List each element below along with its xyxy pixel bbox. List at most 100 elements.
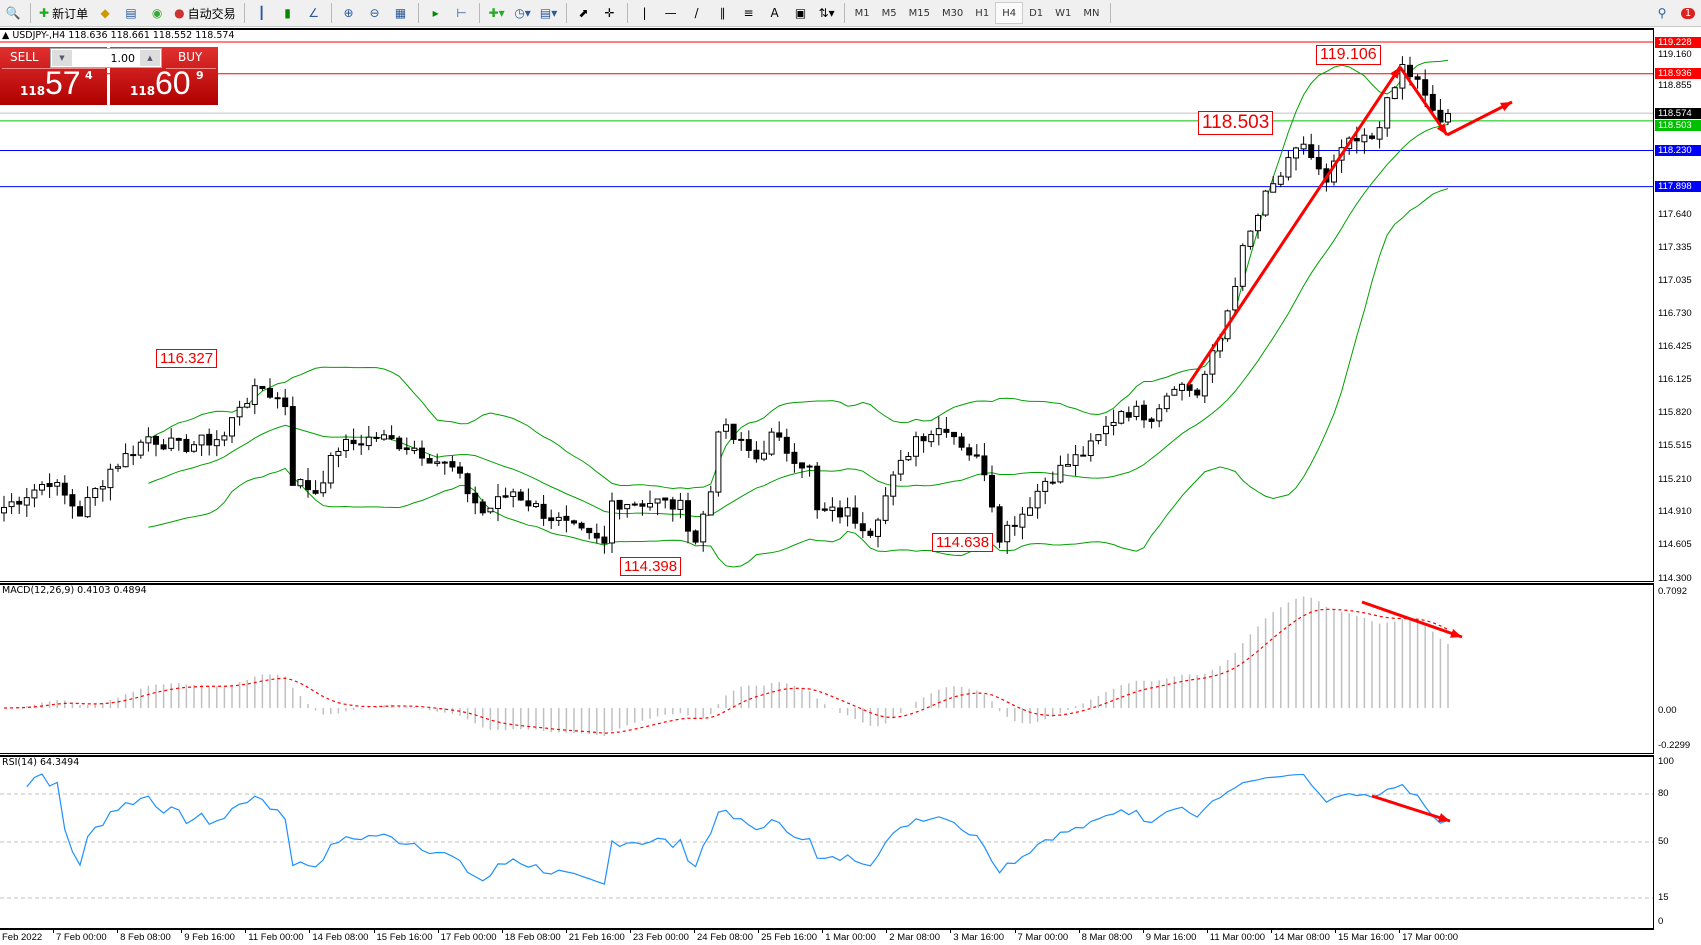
notifications-button[interactable]: 1 <box>1677 2 1699 24</box>
price-annotation: 118.503 <box>1198 111 1274 135</box>
timeframe-m5[interactable]: M5 <box>881 7 897 19</box>
bull-candle <box>236 406 243 418</box>
cursor-icon[interactable]: ⬈ <box>578 6 589 20</box>
separator <box>843 3 845 23</box>
periods-icon[interactable]: ◷▾ <box>514 6 531 20</box>
line-chart-icon[interactable]: ∠ <box>308 6 319 20</box>
tile-windows-icon[interactable]: ▦ <box>394 6 407 20</box>
lot-decrease-button[interactable]: ▼ <box>52 50 72 66</box>
bear-candle <box>1369 135 1375 139</box>
crosshair-icon[interactable]: ✛ <box>604 6 615 20</box>
trendline-icon[interactable]: / <box>694 6 699 20</box>
timeframe-w1[interactable]: W1 <box>1055 7 1072 19</box>
search-icon[interactable]: ⚲ <box>1657 6 1667 20</box>
time-tick <box>501 929 503 933</box>
time-axis-label: 23 Feb 00:00 <box>632 932 689 943</box>
text-icon[interactable]: A <box>770 6 779 20</box>
bear-candle <box>799 462 805 469</box>
time-axis-label: 3 Mar 16:00 <box>953 932 1005 943</box>
macd-pane[interactable]: MACD(12,26,9) 0.4103 0.4894 0.7092 0.00 … <box>0 583 1701 754</box>
buy-price-prefix: 118 <box>130 84 156 98</box>
timeframe-m1[interactable]: M1 <box>854 7 870 19</box>
bear-candle <box>130 454 137 457</box>
timeframe-h1[interactable]: H1 <box>975 7 990 19</box>
market-watch-icon[interactable]: ◆ <box>100 6 110 20</box>
macd-axis-min: -0.2299 <box>1658 740 1691 751</box>
sell-price-prefix: 118 <box>20 84 46 98</box>
chart-shift-icon[interactable]: ⊢ <box>456 6 467 20</box>
time-tick <box>1206 929 1208 933</box>
arrows-icon[interactable]: ⇅▾ <box>818 6 835 20</box>
bull-candle <box>829 506 836 511</box>
time-tick <box>629 929 631 933</box>
bull-candle <box>327 454 334 484</box>
arrow-head-icon <box>1450 628 1462 638</box>
vertical-line-icon[interactable]: | <box>642 6 647 20</box>
lot-size-input[interactable]: 1.00 <box>110 52 136 65</box>
bull-candle <box>1110 421 1117 427</box>
time-axis-label: 9 Feb 16:00 <box>184 932 235 943</box>
bull-candle <box>137 441 144 456</box>
time-axis-label: 2 Mar 08:00 <box>889 932 940 943</box>
bear-candle <box>206 433 213 446</box>
macd-axis-zero: 0.00 <box>1658 705 1677 716</box>
zoom-in-icon[interactable]: ⊕ <box>343 6 354 20</box>
bar-chart-icon[interactable]: ┃ <box>257 6 266 20</box>
timeframe-h4[interactable]: H4 <box>995 2 1024 24</box>
bull-candle <box>145 436 152 444</box>
lot-increase-button[interactable]: ▲ <box>140 50 160 66</box>
time-tick <box>1014 929 1016 933</box>
price-level-label: 118.936 <box>1655 68 1701 80</box>
new-order-button[interactable]: ✚ 新订单 <box>39 6 89 21</box>
timeframe-m15[interactable]: M15 <box>908 7 930 19</box>
bull-candle <box>1300 143 1307 150</box>
time-tick <box>694 929 695 933</box>
text-label-icon[interactable]: ▣ <box>794 6 807 20</box>
templates-icon[interactable]: ▤▾ <box>539 6 558 20</box>
bear-candle <box>791 451 798 464</box>
time-axis-label: 15 Mar 16:00 <box>1338 932 1394 943</box>
time-tick <box>53 929 54 933</box>
lot-size-stepper[interactable]: ▼ 1.00 ▲ <box>50 48 162 68</box>
bull-candle <box>1034 490 1041 509</box>
bear-candle <box>586 527 593 534</box>
timeframe-d1[interactable]: D1 <box>1029 7 1044 19</box>
fibonacci-icon[interactable]: ≡ <box>743 6 754 20</box>
bear-candle <box>16 500 23 505</box>
price-axis-label: 114.605 <box>1658 539 1692 551</box>
bear-candle <box>973 454 980 457</box>
indicators-icon[interactable]: ✚▾ <box>488 6 505 20</box>
zoom-icon[interactable]: 🔍 <box>5 6 21 20</box>
zoom-out-icon[interactable]: ⊖ <box>369 6 380 20</box>
channel-icon[interactable]: ∥ <box>719 6 726 20</box>
horizontal-line-icon[interactable]: — <box>664 6 677 20</box>
bear-candle <box>396 437 403 450</box>
bear-candle <box>312 490 319 494</box>
price-annotation: 114.638 <box>932 533 994 552</box>
bull-candle <box>1019 513 1026 528</box>
auto-scroll-icon[interactable]: ▸ <box>432 6 439 20</box>
pane-border <box>0 28 1654 582</box>
timeframe-mn[interactable]: MN <box>1083 7 1100 19</box>
candle-chart-icon[interactable]: ▮ <box>284 6 291 20</box>
bull-candle <box>381 434 387 440</box>
price-chart-pane[interactable]: ▲ USDJPY-,H4 118.636 118.661 118.552 118… <box>0 28 1701 584</box>
navigator-icon[interactable]: ▤ <box>125 6 137 20</box>
timeframe-m30[interactable]: M30 <box>941 7 964 19</box>
auto-trading-button[interactable]: ● 自动交易 <box>174 6 236 21</box>
bear-candle <box>571 520 577 524</box>
bull-candle <box>631 503 638 506</box>
bollinger-middle <box>148 123 1449 518</box>
bear-candle <box>175 437 182 441</box>
bear-candle <box>540 503 547 519</box>
bear-candle <box>388 435 395 440</box>
signals-icon[interactable]: ◉ <box>151 6 163 20</box>
price-level-label: 118.503 <box>1655 119 1701 131</box>
rsi-divergence-arrow <box>1371 794 1451 823</box>
bear-candle <box>403 447 410 451</box>
price-chart-canvas <box>0 41 1654 568</box>
separator <box>478 3 480 23</box>
bull-candle <box>244 403 251 408</box>
time-axis-label: 11 Mar 00:00 <box>1209 932 1266 943</box>
rsi-pane[interactable]: RSI(14) 64.3494 100 80 50 15 0 <box>0 755 1701 929</box>
